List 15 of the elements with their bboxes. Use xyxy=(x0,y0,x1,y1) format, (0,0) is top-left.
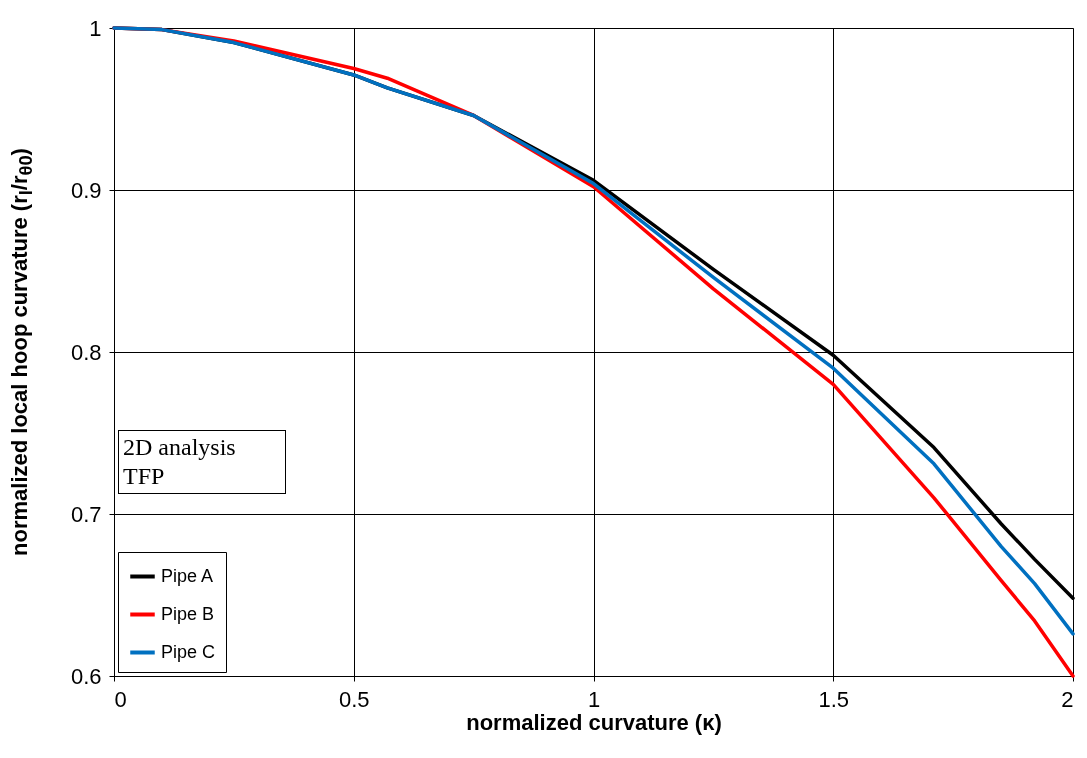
x-tick-label: 0 xyxy=(114,686,127,712)
legend-label: Pipe A xyxy=(161,565,214,586)
y-tick-label: 1 xyxy=(89,15,102,41)
legend-label: Pipe B xyxy=(161,603,215,624)
y-tick-label: 0.8 xyxy=(70,339,102,365)
x-tick-label: 2 xyxy=(1061,686,1074,712)
y-tick-label: 0.6 xyxy=(70,663,102,689)
x-tick-label: 1.5 xyxy=(818,686,850,712)
x-tick-label: 1 xyxy=(587,686,601,712)
x-tick-label: 0.5 xyxy=(338,686,370,712)
y-tick-label: 0.9 xyxy=(70,177,102,203)
y-tick-label: 0.7 xyxy=(70,501,102,527)
x-axis-title: normalized curvature (κ) xyxy=(466,709,722,735)
legend-label: Pipe C xyxy=(161,641,216,662)
annotation: 2D analysis TFP xyxy=(118,430,286,494)
